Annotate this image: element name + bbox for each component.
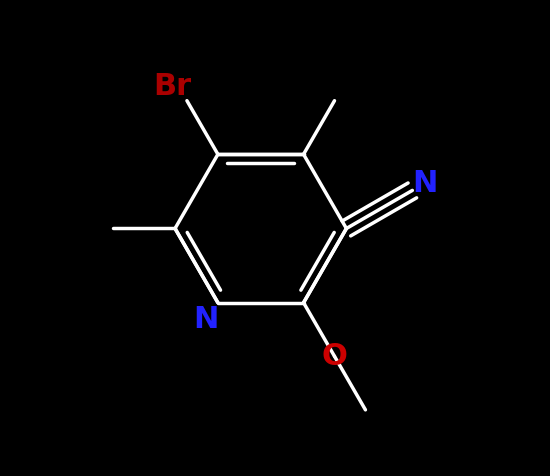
Text: N: N <box>193 305 219 334</box>
Text: O: O <box>322 342 348 371</box>
Text: N: N <box>412 169 437 198</box>
Text: Br: Br <box>153 72 192 101</box>
